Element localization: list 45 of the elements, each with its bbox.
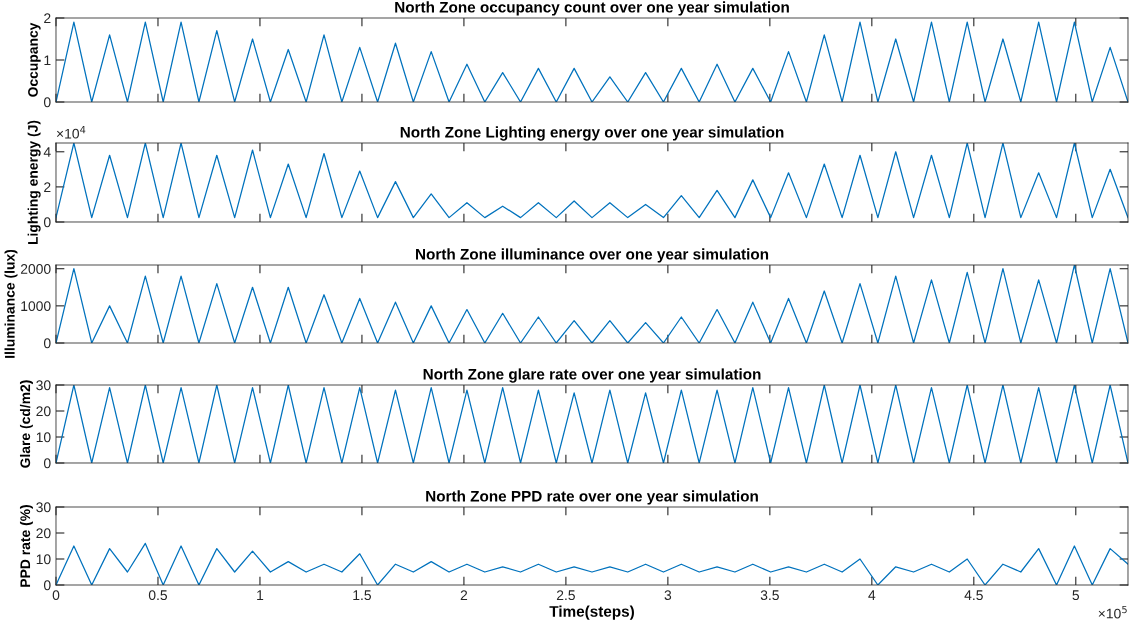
- y-tick-label: 30: [36, 502, 51, 513]
- x-tick-label: 1.5: [353, 590, 372, 601]
- x-tick-label: 1: [257, 590, 264, 600]
- chart-title: North Zone PPD rate over one year simulation: [426, 490, 758, 505]
- y-tick-label: 0: [43, 580, 51, 591]
- y-axis-title: Occupancy: [28, 22, 41, 97]
- y-tick-label: 20: [36, 406, 51, 417]
- y-tick-label: 2: [44, 182, 51, 192]
- x-tick-label: 0: [52, 590, 60, 601]
- line-series: [56, 143, 1128, 219]
- y-axis-title: PPD rate (%): [19, 505, 33, 587]
- x-tick-label: 5: [1072, 590, 1080, 601]
- chart-title: North Zone Lighting energy over one year simulation: [400, 126, 784, 141]
- line-series: [56, 385, 1128, 463]
- y-axis-title: Illuminance (lux): [4, 249, 18, 358]
- y-tick-label: 10: [36, 432, 51, 443]
- y-tick-label: 0: [43, 338, 51, 349]
- y-tick-label: 0: [43, 97, 51, 108]
- x-tick-label: 3: [664, 590, 672, 601]
- x-tick-label: 2: [460, 590, 468, 600]
- line-series: [56, 21, 1128, 102]
- x-tick-label: 4: [868, 590, 876, 600]
- y-tick-label: 0: [43, 217, 51, 228]
- y-axis-title: Glare (cd/m2): [19, 380, 33, 468]
- x-axis-title: Time(steps): [549, 605, 634, 620]
- y-tick-label: 1: [44, 55, 51, 66]
- x-tick-label: 0.5: [148, 590, 168, 601]
- line-series: [56, 265, 1128, 343]
- chart-title: North Zone glare rate over one year simulation: [423, 368, 761, 383]
- text: ×10$^{4}$: [56, 126, 86, 139]
- y-tick-label: 2000: [20, 264, 51, 274]
- y-tick-label: 10: [36, 554, 51, 565]
- x-tick-label: 4.5: [964, 590, 983, 601]
- y-tick-label: 30: [36, 380, 51, 391]
- y-tick-label: 20: [36, 528, 51, 539]
- y-tick-label: 1000: [21, 301, 51, 312]
- chart-title: North Zone occupancy count over one year simulation: [395, 1, 789, 16]
- y-tick-label: 4: [43, 147, 51, 157]
- text: ×10$^{5}$: [1098, 605, 1127, 619]
- y-tick-label: 0: [43, 458, 51, 469]
- x-tick-label: 3.5: [760, 590, 779, 601]
- chart-title: North Zone illuminance over one year simulation: [416, 248, 769, 263]
- x-tick-label: 2.5: [556, 590, 575, 601]
- y-axis-title: Lighting energy (J): [27, 120, 41, 245]
- y-tick-label: 2: [44, 13, 51, 24]
